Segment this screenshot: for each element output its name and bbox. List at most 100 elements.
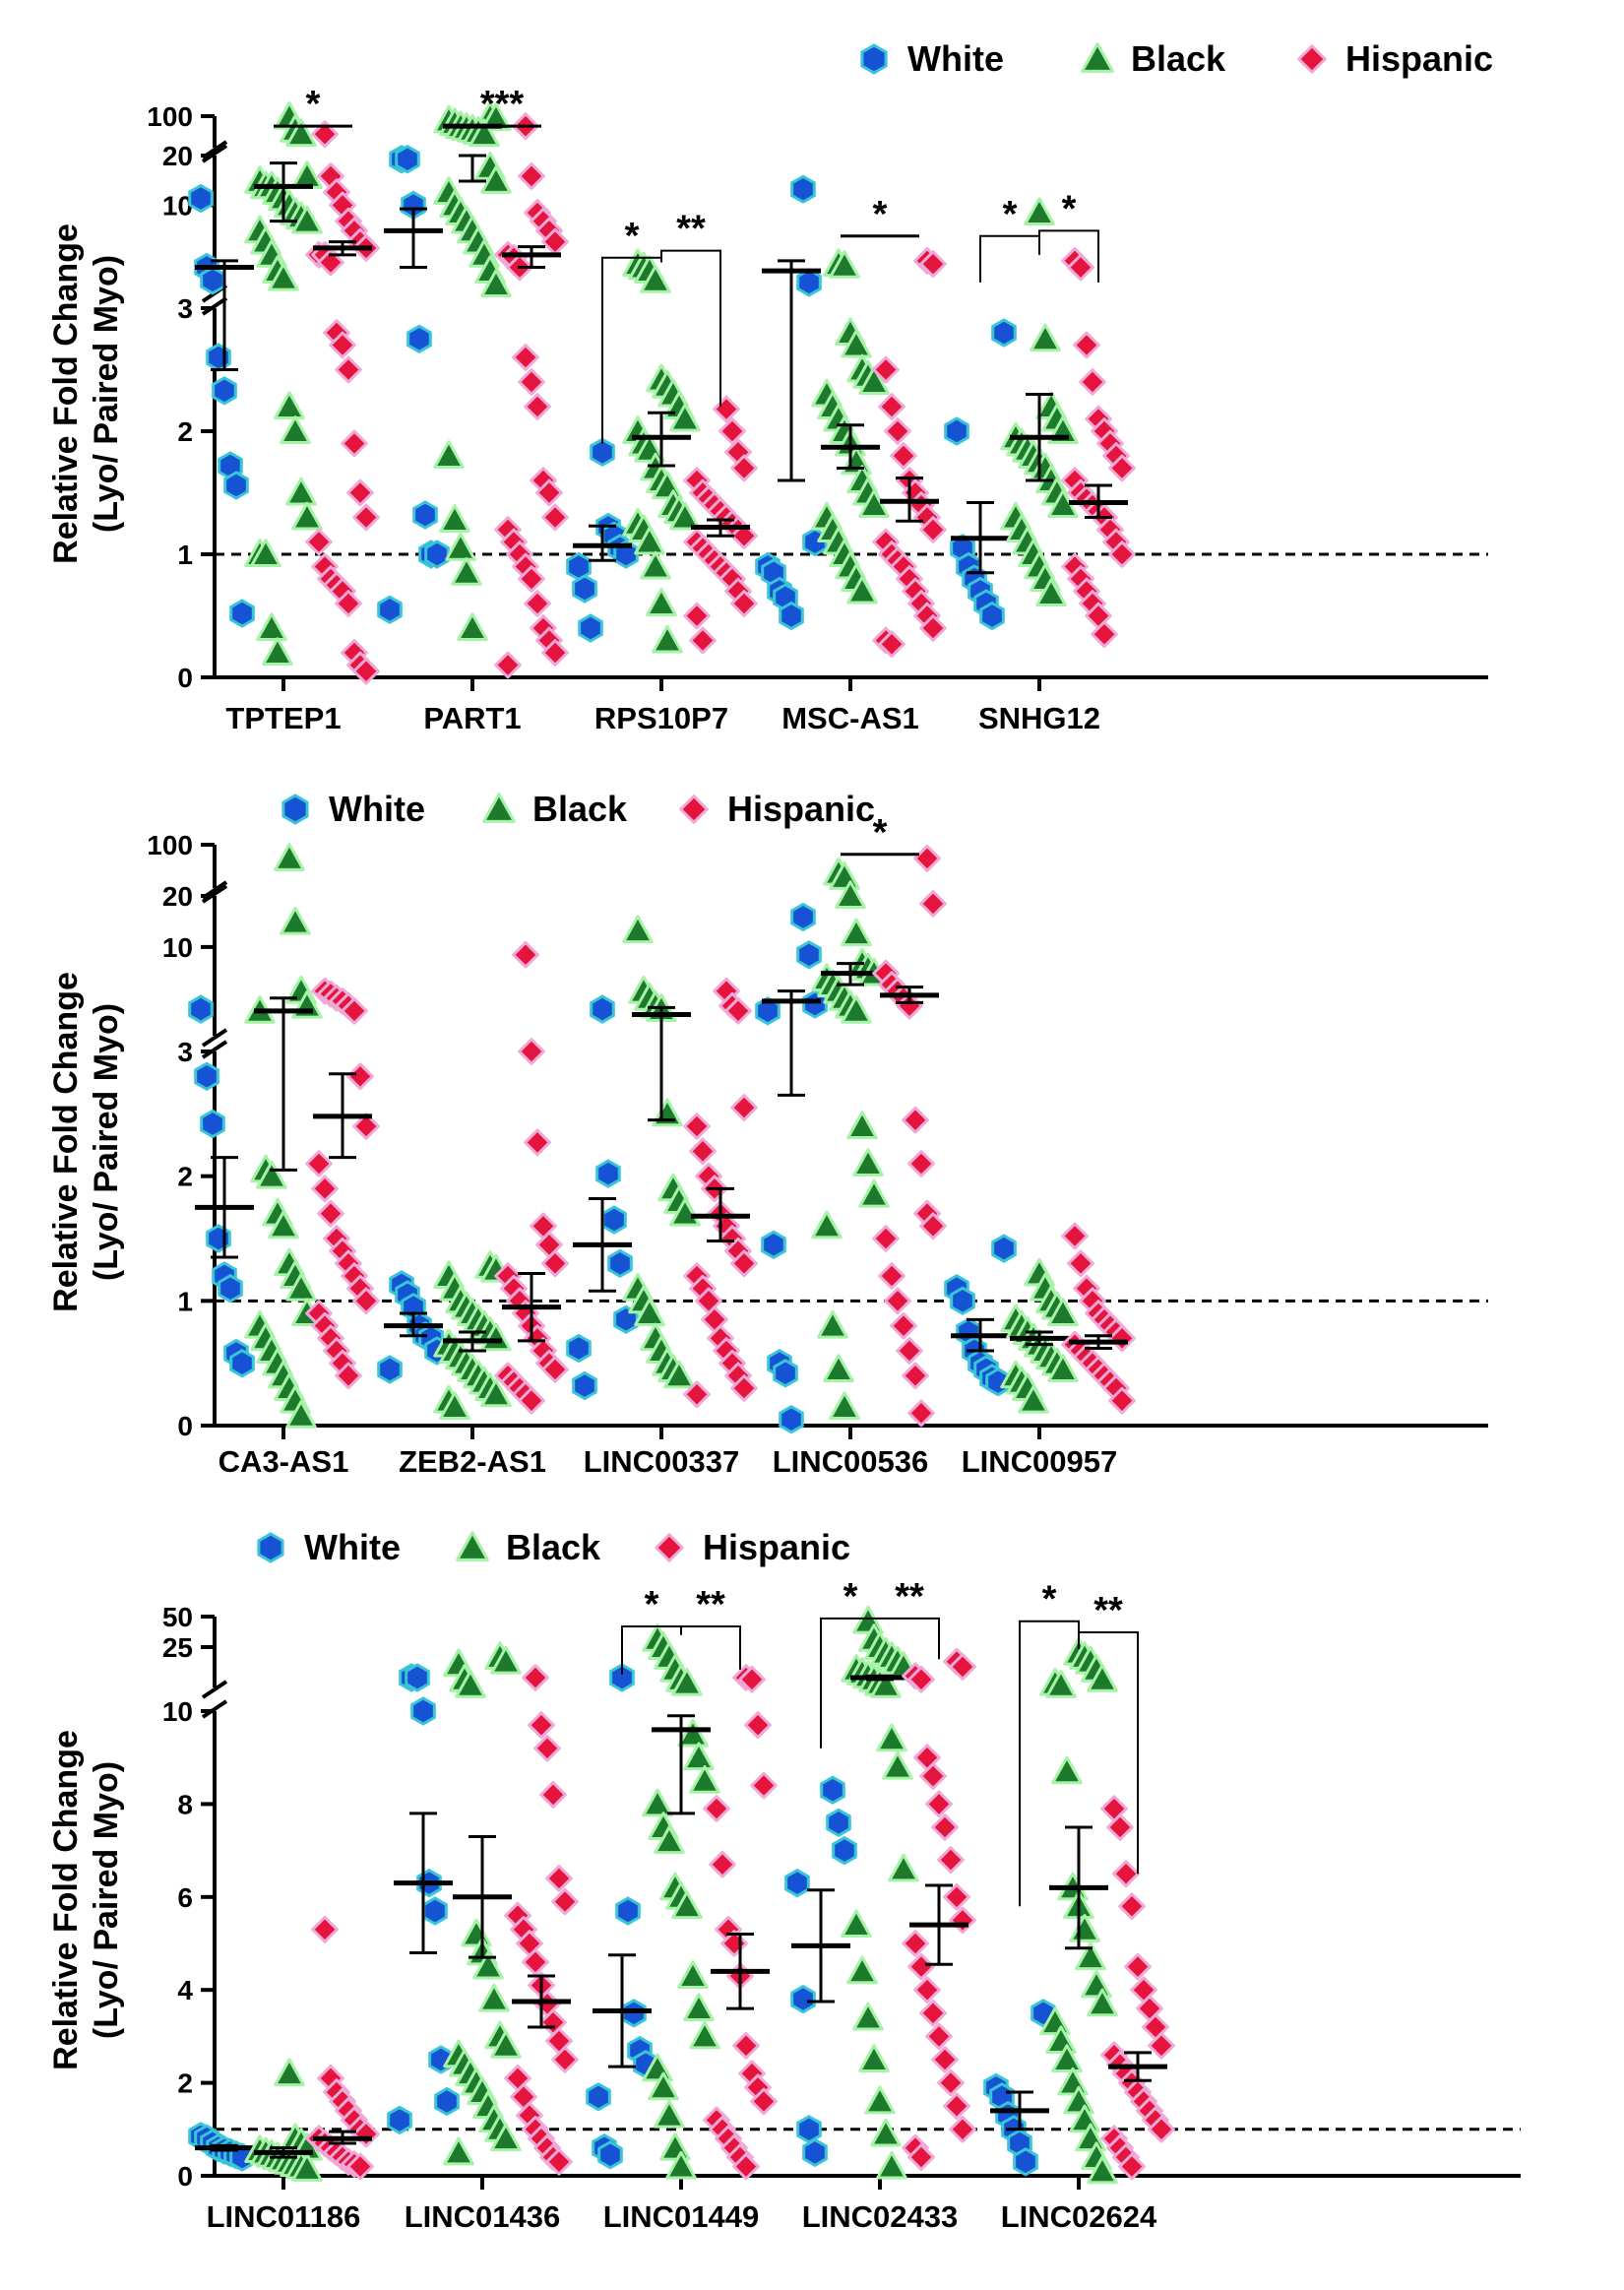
data-point — [907, 1952, 935, 1981]
data-point — [455, 1670, 486, 1698]
panel-2: 0 1 2 3 10 20 100 Relative Fold Change(Lyo/ Pai… — [47, 789, 1488, 1479]
significance-label: * — [873, 812, 888, 854]
legend-marker-white — [860, 43, 888, 75]
data-point — [718, 417, 746, 445]
data-point — [846, 1111, 878, 1139]
data-point — [578, 613, 603, 643]
data-point — [683, 602, 711, 630]
data-point — [925, 1790, 953, 1818]
y-tick-label: 6 — [177, 1882, 193, 1913]
data-point — [1108, 1386, 1136, 1415]
data-point — [480, 102, 512, 132]
data-point — [730, 1374, 758, 1402]
category-label: PART1 — [423, 701, 521, 735]
data-point — [439, 1391, 470, 1420]
data-point — [522, 1948, 549, 1976]
data-point — [709, 1850, 736, 1878]
data-point — [377, 595, 403, 625]
data-point — [683, 1742, 715, 1771]
data-point — [274, 2058, 305, 2087]
data-point — [884, 417, 911, 445]
data-point — [677, 1960, 709, 1989]
y-tick-label: 10 — [162, 932, 193, 963]
data-point — [490, 2123, 522, 2152]
significance-bracket — [979, 234, 1040, 283]
data-point — [991, 1234, 1017, 1263]
legend-marker-white — [281, 794, 309, 825]
data-point — [703, 1795, 730, 1822]
data-point — [595, 1159, 621, 1188]
significance-label: *** — [480, 84, 525, 125]
legend-marker-hispanic — [655, 1533, 684, 1562]
data-point — [346, 2152, 374, 2181]
y-tick-label: 100 — [147, 101, 193, 132]
y-tick-label: 8 — [177, 1789, 193, 1819]
data-point — [888, 1853, 919, 1882]
y-axis-title: Relative Fold Change(Lyo/ Paired Myo) — [47, 1730, 125, 2070]
data-point — [188, 994, 214, 1024]
data-point — [730, 1249, 758, 1278]
data-point — [305, 1150, 333, 1177]
data-point — [846, 575, 878, 604]
data-point — [796, 940, 822, 970]
data-point — [919, 1762, 947, 1790]
data-point — [572, 1370, 597, 1401]
data-point — [206, 1224, 231, 1253]
y-tick-label: 3 — [177, 1037, 193, 1067]
data-point — [950, 1286, 975, 1316]
data-point — [943, 2092, 970, 2121]
data-point — [352, 1287, 380, 1315]
data-point — [864, 2085, 896, 2115]
legend-label-white: White — [907, 38, 1004, 79]
data-point — [852, 1605, 884, 1634]
data-point — [545, 2147, 573, 2176]
data-point — [494, 651, 522, 679]
data-point — [387, 2105, 412, 2135]
data-point — [518, 368, 545, 396]
data-point — [907, 1399, 935, 1428]
data-point — [919, 516, 947, 543]
data-point — [773, 1359, 798, 1388]
data-point — [659, 2131, 691, 2161]
data-point — [832, 1835, 857, 1866]
category-label: SNHG12 — [978, 701, 1100, 735]
significance-label: ** — [895, 1576, 924, 1618]
data-point — [472, 1950, 504, 1980]
data-point — [1124, 1952, 1152, 1981]
data-point — [1047, 1298, 1079, 1326]
legend-label-hispanic: Hispanic — [1345, 38, 1493, 79]
significance-bracket — [660, 249, 721, 407]
data-point — [274, 391, 305, 419]
data-point — [1069, 1914, 1100, 1942]
data-point — [341, 996, 368, 1025]
data-point — [212, 376, 237, 406]
data-point — [422, 1896, 448, 1926]
data-point — [665, 2150, 697, 2180]
data-point — [671, 1890, 703, 1920]
category-label: ZEB2-AS1 — [399, 1444, 546, 1479]
data-point — [1061, 1222, 1089, 1250]
category-label: LINC02433 — [802, 2199, 959, 2234]
y-tick-label: 2 — [177, 416, 193, 447]
data-point — [902, 1106, 929, 1134]
data-point — [395, 144, 420, 174]
data-point — [291, 205, 323, 234]
data-point — [410, 1696, 436, 1726]
data-point — [931, 1813, 959, 1841]
significance-label: ** — [676, 209, 706, 250]
data-point — [790, 902, 816, 932]
data-point — [478, 1983, 510, 2012]
data-point — [512, 344, 539, 371]
data-point — [480, 1378, 512, 1408]
data-point — [274, 843, 305, 871]
significance-bracket — [680, 1624, 741, 1670]
category-label: RPS10P7 — [594, 701, 728, 735]
y-tick-label: 100 — [147, 830, 193, 860]
data-point — [1057, 2067, 1089, 2096]
data-point — [943, 1882, 970, 1911]
axis-break-mark — [201, 1680, 228, 1699]
data-point — [841, 1909, 872, 1939]
y-tick-label: 0 — [177, 2161, 193, 2192]
